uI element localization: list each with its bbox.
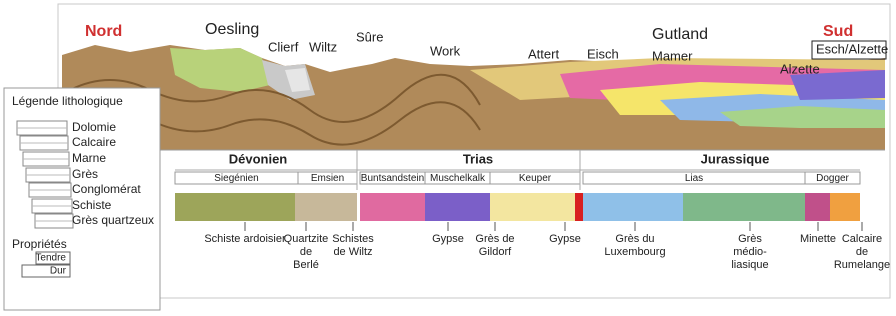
place-label: Alzette bbox=[780, 61, 820, 76]
place-label: Sûre bbox=[356, 29, 383, 44]
rock-label: de bbox=[856, 246, 868, 258]
page: Nord Sud Oesling Clierf Wiltz Sûre Work Attert E… bbox=[0, 0, 896, 311]
rock-label: Gildorf bbox=[479, 246, 512, 258]
property-label: Tendre bbox=[35, 253, 66, 264]
stage-label: Emsien bbox=[311, 173, 344, 184]
rock-label: Gypse bbox=[432, 233, 464, 245]
rock-label: médio- bbox=[733, 246, 767, 258]
properties-title: Propriétés bbox=[12, 237, 67, 251]
stage-label: Dogger bbox=[816, 173, 849, 184]
place-label: Clierf bbox=[268, 39, 299, 54]
rock-label: Grès de bbox=[475, 233, 514, 245]
legend-item: Dolomie bbox=[72, 120, 116, 134]
rock-label: Minette bbox=[800, 233, 836, 245]
stage-label: Lias bbox=[685, 173, 703, 184]
rock-label: Quartzite bbox=[284, 233, 329, 245]
legend-item: Marne bbox=[72, 151, 106, 165]
legend-item: Grès bbox=[72, 167, 98, 181]
place-label: Mamer bbox=[652, 48, 693, 63]
legend-item: Grès quartzeux bbox=[72, 213, 154, 227]
place-label: Eisch bbox=[587, 46, 619, 61]
legend-item: Schiste bbox=[72, 198, 112, 212]
rock-label: Grès bbox=[738, 233, 762, 245]
place-label: Attert bbox=[528, 46, 559, 61]
place-label: Gutland bbox=[652, 26, 708, 43]
place-label: Oesling bbox=[205, 21, 259, 38]
property-label: Dur bbox=[50, 266, 67, 277]
rock-label: Berlé bbox=[293, 259, 319, 271]
legend-title: Légende lithologique bbox=[12, 94, 123, 108]
legend-item: Calcaire bbox=[72, 135, 116, 149]
legend-item: Conglomérat bbox=[72, 182, 141, 196]
stage-label: Buntsandstein bbox=[361, 173, 424, 184]
period-label: Trias bbox=[463, 151, 493, 166]
rock-label: Gypse bbox=[549, 233, 581, 245]
rock-label: Calcaire bbox=[842, 233, 882, 245]
south-label: Sud bbox=[823, 23, 853, 40]
period-label: Dévonien bbox=[229, 151, 288, 166]
place-label: Wiltz bbox=[309, 39, 337, 54]
stage-label: Siegénien bbox=[214, 173, 258, 184]
rock-label: liasique bbox=[731, 259, 768, 271]
rock-label: Luxembourg bbox=[604, 246, 665, 258]
stage-label: Muschelkalk bbox=[430, 173, 486, 184]
rock-label: Rumelange bbox=[834, 259, 890, 271]
rock-label: Schiste ardoisier bbox=[204, 233, 286, 245]
rock-label: Schistes bbox=[332, 233, 374, 245]
place-label: Esch/Alzette bbox=[816, 41, 888, 56]
stage-label: Keuper bbox=[519, 173, 552, 184]
north-label: Nord bbox=[85, 23, 122, 40]
place-label: Work bbox=[430, 43, 461, 58]
strip bbox=[175, 193, 860, 221]
rock-label: de bbox=[300, 246, 312, 258]
rock-label: de Wiltz bbox=[333, 246, 372, 258]
rock-label: Grès du bbox=[615, 233, 654, 245]
period-label: Jurassique bbox=[701, 151, 770, 166]
